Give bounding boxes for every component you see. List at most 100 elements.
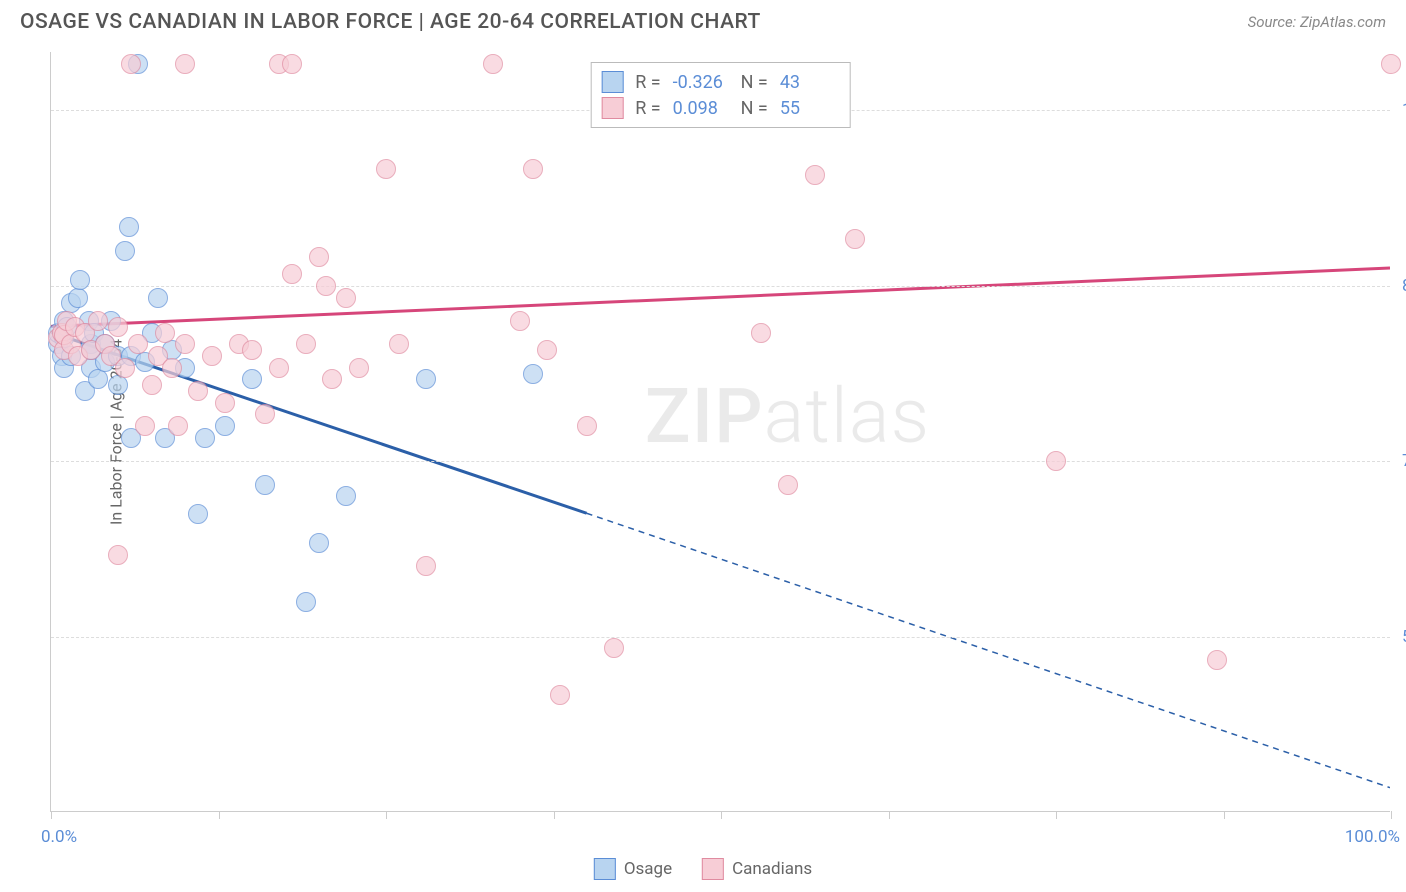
y-tick-label: 85.0% [1398,276,1406,296]
scatter-point [805,165,825,185]
watermark: ZIPatlas [645,371,930,461]
scatter-point [577,416,597,436]
scatter-point [188,381,208,401]
scatter-point [523,364,543,384]
scatter-point [195,428,215,448]
scatter-point [336,486,356,506]
legend-label: Osage [624,859,672,879]
scatter-point [142,375,162,395]
scatter-point [336,288,356,308]
scatter-point [119,217,139,237]
scatter-point [202,346,222,366]
scatter-point [751,323,771,343]
scatter-point [155,323,175,343]
scatter-point [376,159,396,179]
chart-source: Source: ZipAtlas.com [1248,13,1386,31]
stats-n-label: N = [741,72,768,93]
scatter-point [162,358,182,378]
legend-swatch [601,97,623,119]
scatter-point [108,317,128,337]
scatter-point [175,334,195,354]
stats-r-label: R = [635,98,660,119]
legend-swatch [601,71,623,93]
scatter-point [604,638,624,658]
scatter-point [215,393,235,413]
trend-lines [51,52,1390,811]
stats-r-label: R = [635,72,660,93]
chart-title: OSAGE VS CANADIAN IN LABOR FORCE | AGE 2… [20,10,761,34]
scatter-point [242,340,262,360]
scatter-point [349,358,369,378]
scatter-point [1207,650,1227,670]
scatter-point [70,270,90,290]
x-tick [889,811,890,819]
scatter-point [255,475,275,495]
gridline-h [51,286,1390,287]
scatter-point [483,54,503,74]
scatter-point [309,247,329,267]
x-tick [1224,811,1225,819]
legend-item: Osage [594,858,672,880]
x-axis-label-min: 0.0% [41,827,77,847]
scatter-point [296,592,316,612]
scatter-point [108,375,128,395]
stats-legend-row: R = -0.326 N = 43 [601,69,836,95]
scatter-point [550,685,570,705]
scatter-point [168,416,188,436]
scatter-point [416,369,436,389]
gridline-h [51,461,1390,462]
legend-item: Canadians [702,858,812,880]
scatter-point [845,229,865,249]
scatter-point [523,159,543,179]
x-tick [554,811,555,819]
scatter-point [537,340,557,360]
stats-n-label: N = [741,98,768,119]
legend-label: Canadians [732,859,812,879]
x-tick [721,811,722,819]
y-tick-label: 70.0% [1398,451,1406,471]
scatter-point [510,311,530,331]
y-tick-label: 100.0% [1398,100,1406,120]
stats-r-value: 0.098 [673,98,729,119]
scatter-point [316,276,336,296]
scatter-point [296,334,316,354]
x-tick [1391,811,1392,819]
stats-r-value: -0.326 [673,72,729,93]
chart-plot-area: In Labor Force | Age 20-64 ZIPatlas R = … [50,52,1390,812]
scatter-point [68,288,88,308]
scatter-point [108,545,128,565]
x-tick [219,811,220,819]
scatter-point [128,334,148,354]
legend-swatch [702,858,724,880]
scatter-point [778,475,798,495]
scatter-point [188,504,208,524]
gridline-h [51,637,1390,638]
scatter-point [282,264,302,284]
chart-header: OSAGE VS CANADIAN IN LABOR FORCE | AGE 2… [0,0,1406,44]
stats-n-value: 43 [780,72,836,93]
series-legend: Osage Canadians [594,858,812,880]
scatter-point [389,334,409,354]
x-tick [51,811,52,819]
x-tick [1056,811,1057,819]
scatter-point [175,54,195,74]
stats-n-value: 55 [780,98,836,119]
x-tick [386,811,387,819]
y-tick-label: 55.0% [1398,627,1406,647]
scatter-point [88,311,108,331]
scatter-point [242,369,262,389]
scatter-point [115,358,135,378]
scatter-point [121,54,141,74]
scatter-point [1381,54,1401,74]
scatter-point [115,241,135,261]
scatter-point [135,416,155,436]
x-axis-label-max: 100.0% [1345,827,1400,847]
scatter-point [269,358,289,378]
scatter-point [309,533,329,553]
scatter-point [88,369,108,389]
scatter-point [215,416,235,436]
scatter-point [255,404,275,424]
scatter-point [282,54,302,74]
legend-swatch [594,858,616,880]
scatter-point [322,369,342,389]
